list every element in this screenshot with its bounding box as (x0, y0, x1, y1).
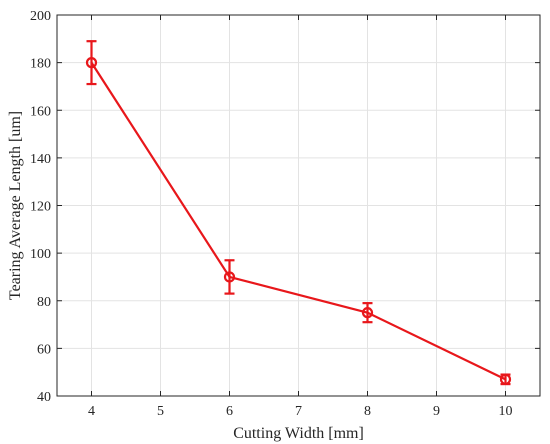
y-tick-label: 200 (30, 9, 51, 24)
y-tick-label: 100 (30, 247, 51, 262)
y-tick-label: 140 (30, 152, 51, 167)
x-tick-label: 10 (499, 404, 513, 419)
y-tick-label: 160 (30, 104, 51, 119)
y-tick-label: 60 (37, 342, 51, 357)
x-tick-label: 9 (433, 404, 440, 419)
x-tick-label: 6 (226, 404, 233, 419)
series-line (90, 62, 506, 381)
y-tick-label: 180 (30, 57, 51, 72)
axis-ticks: 4 5 6 7 8 9 10 40 60 80 100 120 140 160 180 200 (30, 9, 540, 419)
x-tick-label: 5 (157, 404, 164, 419)
data-series (85, 40, 512, 386)
y-tick-label: 40 (37, 390, 51, 405)
data-point (223, 271, 236, 283)
grid-lines (57, 14, 540, 397)
x-tick-label: 8 (364, 404, 371, 419)
data-point (361, 307, 374, 319)
y-tick-label: 80 (37, 295, 51, 310)
data-point (499, 373, 512, 385)
y-tick-label: 120 (30, 200, 51, 215)
data-point (85, 57, 98, 69)
x-tick-label: 7 (295, 404, 302, 419)
y-axis-label: Tearing Average Length [um] (7, 111, 24, 300)
x-axis-label: Cutting Width [mm] (233, 425, 364, 442)
x-tick-label: 4 (88, 404, 95, 419)
